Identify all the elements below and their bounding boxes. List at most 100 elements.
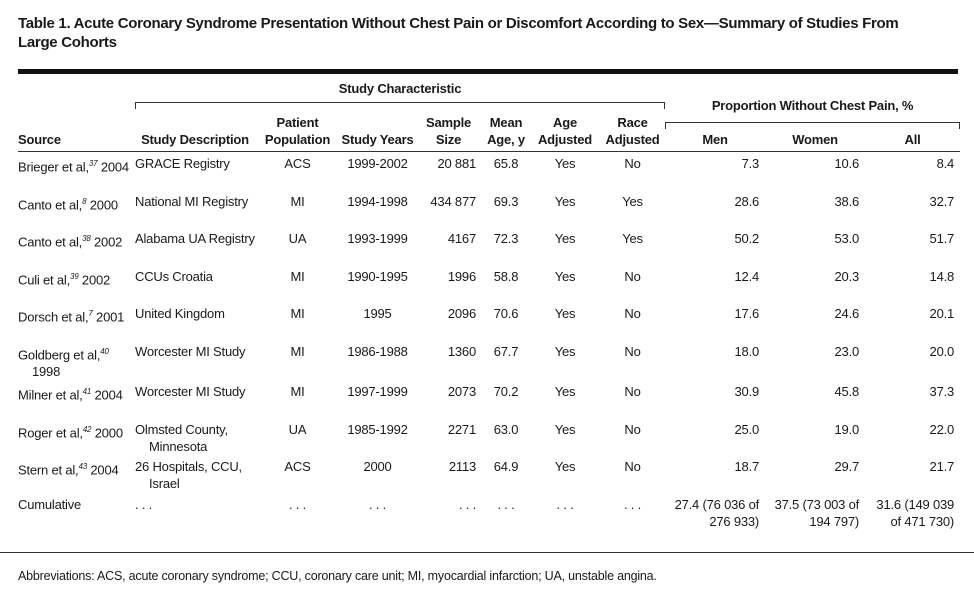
table-cell: . . . — [497, 497, 515, 513]
table-cell: Yes — [554, 384, 576, 400]
group-header-row: Study Characteristic Proportion Without … — [18, 80, 961, 129]
source-year: 2000 — [94, 425, 123, 441]
source-cell: Goldberg et al,40 1998 — [18, 340, 135, 380]
source-year: 2004 — [94, 387, 123, 403]
table-cell: Olmsted County, Minnesota — [135, 421, 228, 454]
table-row: Milner et al,41 2004 Worcester MI Study MI… — [18, 380, 960, 418]
table-cell: 1999-2002 — [347, 156, 408, 171]
column-header: Study Years — [340, 114, 415, 152]
table-cell: GRACE Registry — [135, 156, 230, 171]
table-title: Table 1. Acute Coronary Syndrome Present… — [18, 15, 899, 51]
source-name: Stern et al, — [18, 462, 79, 478]
table-cell: 20.3 — [834, 268, 860, 284]
table-cell: UA — [288, 421, 307, 437]
source-name: Milner et al, — [18, 387, 83, 403]
table-cell: 22.0 — [929, 421, 955, 437]
table-cell: 20.0 — [929, 343, 955, 359]
table-cell: 27.4 (76 036 of 276 933) — [674, 497, 760, 530]
table-cell: Yes — [622, 193, 643, 209]
reference: 7 — [88, 309, 93, 319]
bottom-rule — [0, 552, 974, 553]
table-cell: 7.3 — [741, 156, 760, 171]
group-header: Proportion Without Chest Pain, % — [665, 80, 961, 129]
table-cell: Yes — [554, 306, 576, 322]
table-cell: Yes — [554, 421, 576, 437]
table-cell: . . . — [288, 497, 307, 513]
table-cell: 23.0 — [834, 343, 860, 359]
table-cell: 1993-1999 — [347, 231, 408, 247]
table-cell: No — [624, 306, 641, 322]
table-row: Canto et al,38 2002 Alabama UA Registry UA… — [18, 227, 960, 265]
table-cell: No — [624, 156, 641, 171]
reference: 41 — [82, 387, 92, 397]
source-cell: Dorsch et al,7 2001 — [18, 302, 135, 340]
table-cell: 30.9 — [734, 384, 760, 400]
table-cell: 53.0 — [834, 231, 860, 247]
table-cell: ACS — [284, 459, 311, 475]
table-cell: MI — [290, 268, 305, 284]
table-cell: Yes — [554, 268, 576, 284]
group-header-text: Proportion Without Chest Pain, % — [711, 98, 914, 113]
table-row: Canto et al,8 2000 National MI Registry MI… — [18, 190, 960, 228]
table-cell: . . . — [458, 497, 476, 513]
top-rule — [18, 69, 958, 74]
table-cell: Yes — [554, 459, 576, 475]
reference: 42 — [82, 424, 92, 434]
table-cell: Alabama UA Registry — [135, 231, 255, 247]
table-row: Goldberg et al,40 1998 Worcester MI Study… — [18, 340, 960, 380]
table-cell: 37.3 — [929, 384, 955, 400]
table-cell: CCUs Croatia — [135, 268, 213, 284]
table-cell: Yes — [554, 156, 576, 171]
table-cell: 25.0 — [734, 421, 760, 437]
table-cell: 2096 — [447, 306, 476, 322]
table-cell: 50.2 — [734, 231, 760, 247]
column-header: All — [865, 114, 961, 152]
table-cell: MI — [290, 193, 305, 209]
table-cell: 1994-1998 — [347, 193, 408, 209]
table-row: Dorsch et al,7 2001 United Kingdom MI 1995 2… — [18, 302, 960, 340]
table-cell: 32.7 — [929, 193, 955, 209]
table-cell: Worcester MI Study — [135, 343, 246, 359]
table-cell: 28.6 — [734, 193, 760, 209]
source-year: 1998 — [32, 364, 61, 380]
table-cell: 12.4 — [734, 268, 760, 284]
reference: 37 — [88, 159, 98, 168]
source-name: Culi et al, — [18, 272, 70, 288]
table-cell: 51.7 — [929, 231, 955, 247]
table-cell: 69.3 — [493, 193, 519, 209]
table-cell: 26 Hospitals, CCU, Israel — [135, 459, 242, 492]
column-header-row: Source Study Description Patient Populatio… — [18, 114, 961, 152]
table-cell: 58.8 — [493, 268, 519, 284]
table-head: Study Characteristic Proportion Without … — [18, 80, 961, 152]
column-header: Mean Age, y — [482, 114, 530, 152]
table-cell: MI — [290, 306, 305, 322]
table-cell: 1996 — [447, 268, 476, 284]
table-cell: 70.6 — [493, 306, 519, 322]
reference: 38 — [82, 234, 91, 244]
table-cell: 72.3 — [493, 231, 519, 247]
bracket — [665, 122, 961, 129]
source-year: 2004 — [90, 462, 119, 478]
source-year: 2002 — [94, 234, 123, 250]
source-year: 2001 — [96, 309, 125, 325]
source-name: Canto et al, — [18, 196, 83, 212]
table-cell: 2271 — [447, 421, 476, 437]
source-name: Goldberg et al, — [18, 347, 101, 363]
group-header: Study Characteristic — [135, 80, 666, 114]
source-cell: Canto et al,38 2002 — [18, 227, 135, 265]
table-cell: 1997-1999 — [347, 384, 408, 400]
table-cell: 29.7 — [834, 459, 860, 475]
table-cell: 1986-1988 — [347, 343, 408, 359]
bracket — [135, 102, 666, 109]
table-cell: 1985-1992 — [347, 421, 408, 437]
table-cell: 45.8 — [834, 384, 860, 400]
source-cell: Brieger et al,37 2004 — [18, 152, 135, 190]
table-cell: No — [624, 343, 641, 359]
source-year: 2004 — [100, 159, 129, 175]
table-cell: 20.1 — [929, 306, 955, 322]
table-body: Brieger et al,37 2004 GRACE Registry ACS 19… — [18, 152, 960, 531]
column-header: Sample Size — [415, 114, 482, 152]
source-name: Canto et al, — [18, 234, 83, 250]
table-cell: Worcester MI Study — [135, 384, 246, 400]
